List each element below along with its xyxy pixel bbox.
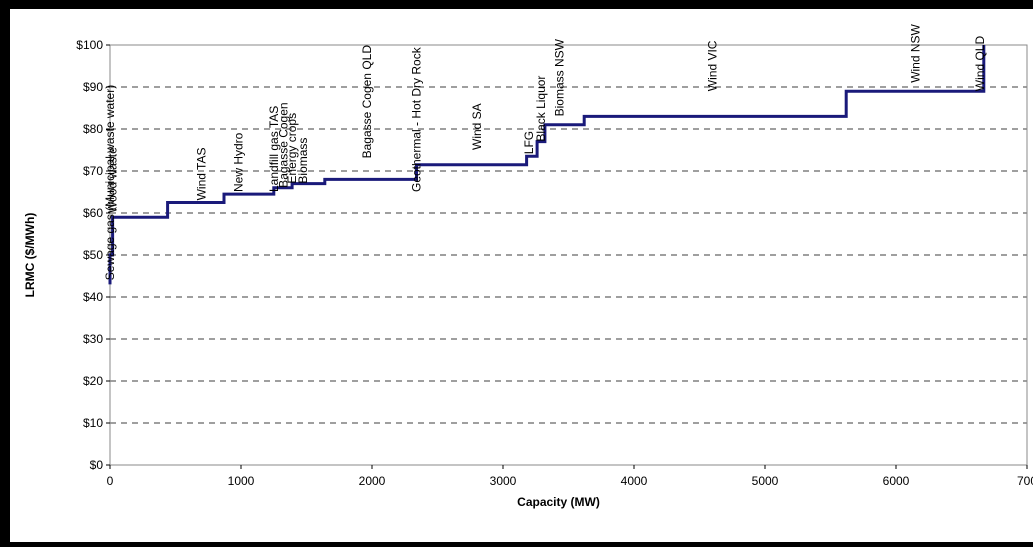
y-tick-label: $100: [76, 38, 103, 52]
y-tick-label: $20: [83, 374, 103, 388]
y-tick-label: $40: [83, 290, 103, 304]
x-axis-label: Capacity (MW): [517, 495, 600, 509]
annotations: Sewage gas (Municipal waste water)Wood w…: [103, 23, 987, 280]
annotation-label: Bagasse Cogen QLD: [360, 45, 374, 159]
y-axis-label: LRMC ($/MWh): [23, 213, 37, 298]
annotation-label: Biomass NSW: [552, 38, 566, 116]
annotation-label: Black Liquor: [534, 76, 548, 142]
y-tick-label: $10: [83, 416, 103, 430]
annotation-label: New Hydro: [231, 132, 245, 192]
x-tick-label: 3000: [490, 474, 517, 488]
annotation-label: Wood waste: [106, 147, 120, 213]
y-axis-ticks: $0 $10 $20 $30 $40 $50 $60 $70 $80 $90 $100: [76, 38, 110, 472]
x-tick-label: 0: [107, 474, 114, 488]
annotation-label: Landfill gas TAS: [267, 106, 281, 192]
x-tick-label: 700: [1017, 474, 1033, 488]
x-tick-label: 2000: [359, 474, 386, 488]
y-tick-label: $30: [83, 332, 103, 346]
annotation-label: Wind TAS: [195, 147, 209, 200]
y-tick-label: $90: [83, 80, 103, 94]
annotation-label: Energy crops: [285, 113, 299, 184]
gridlines: [110, 86, 1027, 424]
annotation-label: LFG: [522, 131, 536, 154]
x-tick-label: 5000: [752, 474, 779, 488]
annotation-label: Biomass: [296, 138, 310, 184]
x-axis-ticks: 0 1000 2000 3000 4000 5000 6000 700: [107, 465, 1033, 488]
annotation-label: Bagasse Cogen: [277, 102, 291, 187]
annotation-label: Sewage gas (Municipal waste water): [103, 85, 117, 280]
x-tick-label: 4000: [621, 474, 648, 488]
x-tick-label: 6000: [883, 474, 910, 488]
lrmc-step-chart: $0 $10 $20 $30 $40 $50 $60 $70 $80 $90 $100 0 1000 2…: [23, 23, 1033, 509]
annotation-label: Wind VIC: [706, 40, 720, 91]
annotation-label: Wind SA: [470, 103, 484, 150]
y-tick-label: $70: [83, 164, 103, 178]
y-tick-label: $60: [83, 206, 103, 220]
y-tick-label: $50: [83, 248, 103, 262]
annotation-label: Wind QLD: [973, 36, 987, 92]
chart-panel: $0 $10 $20 $30 $40 $50 $60 $70 $80 $90 $100 0 1000 2…: [10, 9, 1033, 542]
annotation-label: Wind NSW: [909, 23, 923, 82]
series-line: [108, 45, 986, 285]
y-tick-label: $0: [90, 458, 104, 472]
annotation-label: Geothermal - Hot Dry Rock: [410, 46, 424, 192]
x-tick-label: 1000: [228, 474, 255, 488]
y-tick-label: $80: [83, 122, 103, 136]
